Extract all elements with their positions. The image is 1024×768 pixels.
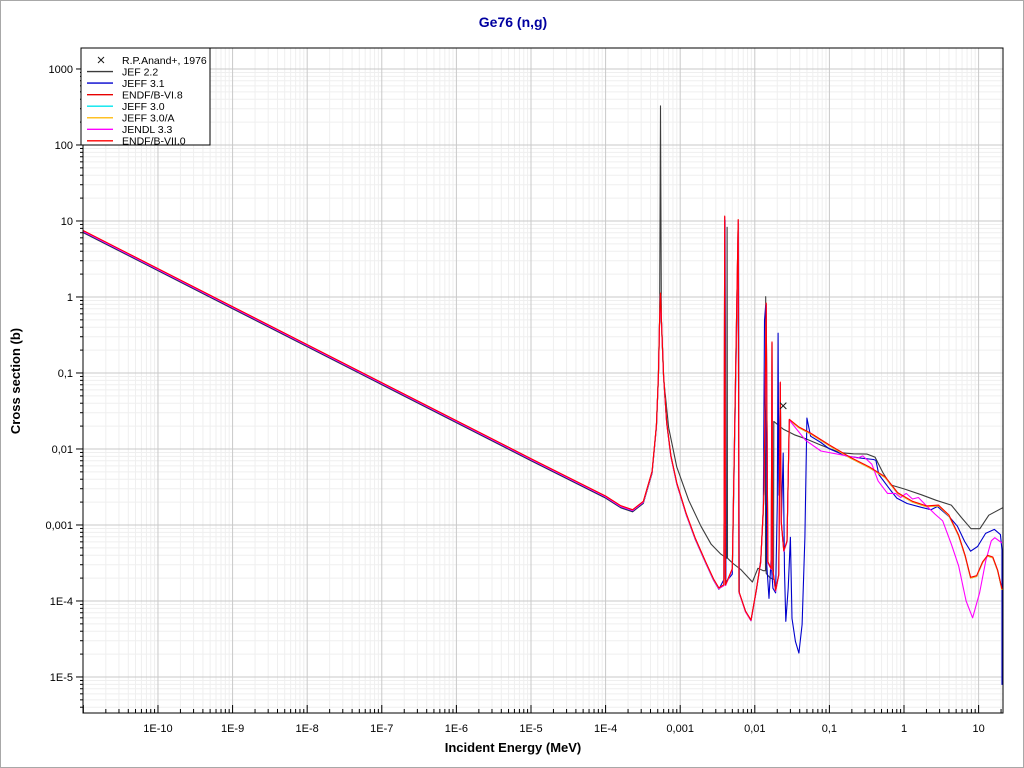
y-tick-label: 100 [55,140,73,152]
data-series-group [83,105,1003,685]
x-tick-label: 1E-6 [445,723,468,735]
legend-frame [80,47,211,146]
x-tick-label: 1E-7 [370,723,393,735]
y-tick-label: 1000 [49,64,73,76]
y-tick-label: 1E-5 [50,672,73,684]
y-tick-label: 1E-4 [50,596,73,608]
legend-item-label: ENDF/B-VII.0 [122,136,186,148]
legend-item-label: JEFF 3.1 [122,78,165,90]
x-marker [97,56,105,64]
x-tick-label: 1E-9 [221,723,244,735]
series-scatter-r-p-anand-1976 [779,402,787,410]
y-tick-label: 0,1 [58,368,73,380]
legend-item-label: JEFF 3.0 [122,101,165,113]
legend-item: JEFF 3.0/A [87,113,175,125]
x-tick-label: 1E-4 [594,723,617,735]
legend-item: JEF 2.2 [87,66,158,78]
y-tick-label: 0,01 [52,444,73,456]
series-line-endf-b-vii-0 [83,215,1003,621]
x-tick-label: 10 [972,723,984,735]
grid-minor-lines [83,48,1003,713]
axis-ticks [76,68,1002,713]
legend-item: R.P.Anand+, 1976 [97,55,207,67]
y-tick-label: 1 [67,292,73,304]
y-tick-label: 10 [61,216,73,228]
x-tick-label: 1E-5 [519,723,542,735]
grid-major-lines [83,48,1003,713]
legend-item: JENDL 3.3 [87,124,173,136]
legend-item-label: JEF 2.2 [122,66,158,78]
y-tick-label: 0,001 [45,520,73,532]
legend-item: ENDF/B-VI.8 [87,89,183,101]
y-axis-title: Cross section (b) [8,328,23,434]
x-marker [779,402,787,410]
legend-item-label: JEFF 3.0/A [122,113,175,125]
x-tick-label: 1E-8 [296,723,319,735]
axis-tick-labels: 1E-10 1E-9 1E-8 1E-7 1E-6 1E-5 1E-4 0,001 0,01 0,… [45,64,984,735]
x-tick-label: 0,01 [744,723,765,735]
legend-item-label: JENDL 3.3 [122,124,173,136]
legend-item: ENDF/B-VII.0 [87,136,186,148]
legend-item: JEFF 3.1 [87,78,165,90]
legend-item-label: R.P.Anand+, 1976 [122,55,207,67]
x-tick-label: 0,001 [666,723,694,735]
x-tick-label: 0,1 [822,723,837,735]
chart-title: Ge76 (n,g) [479,14,547,30]
legend-item: JEFF 3.0 [87,101,165,113]
x-tick-label: 1 [901,723,907,735]
x-axis-title: Incident Energy (MeV) [445,740,582,755]
legend-item-label: ENDF/B-VI.8 [122,89,183,101]
x-tick-label: 1E-10 [143,723,172,735]
